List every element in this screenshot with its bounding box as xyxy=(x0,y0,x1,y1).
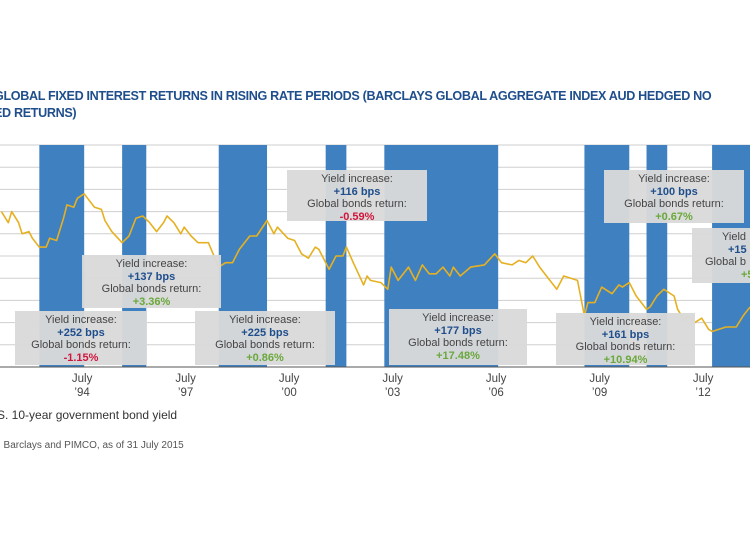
x-tick-year: ’09 xyxy=(591,387,608,399)
x-tick-month: July xyxy=(382,373,403,385)
annotation-return: -0.59% xyxy=(339,210,375,223)
annotation-box: Yield increase: +177 bps Global bonds re… xyxy=(389,309,527,365)
annotation-bps: +225 bps xyxy=(241,326,289,339)
x-tick-month: July xyxy=(589,373,610,385)
chart-title-line-2: ED RETURNS) xyxy=(0,106,77,120)
annotation-return-label: Global bonds return: xyxy=(31,339,131,352)
x-tick-year: ’12 xyxy=(695,387,711,399)
annotation-bps: +100 bps xyxy=(650,185,698,198)
annotation-label: Yield increase: xyxy=(115,258,188,270)
annotation-label: Yield increase: xyxy=(422,312,494,324)
x-tick-label: July ’06 xyxy=(466,372,526,400)
annotation-return-label: Global bonds return: xyxy=(215,339,315,352)
annotation-return-label: Global bonds return: xyxy=(307,198,407,211)
annotation-label: Yield increase: xyxy=(638,173,710,185)
annotation-return-label: Global bonds return: xyxy=(101,283,202,296)
annotation-return: +10.94% xyxy=(603,353,648,366)
x-tick-month: July xyxy=(71,373,93,385)
annotation-box: Yield increase: +116 bps Global bonds re… xyxy=(287,170,427,223)
annotation-return-label: Global bonds return: xyxy=(575,341,676,354)
annotation-box: Yield increase: +161 bps Global bonds re… xyxy=(556,313,695,366)
annotation-bps: +137 bps xyxy=(127,270,176,283)
x-tick-year: ’00 xyxy=(281,387,297,399)
annotation-return: +0.67% xyxy=(655,210,693,223)
x-tick-label: July ’03 xyxy=(363,372,423,400)
annotation-bps: +161 bps xyxy=(601,328,650,341)
x-tick-label: July ’97 xyxy=(156,372,216,400)
x-tick-month: July xyxy=(485,373,507,385)
x-tick-month: July xyxy=(692,373,714,385)
annotation-return-label: Global b xyxy=(705,256,746,269)
x-tick-label: July ’00 xyxy=(259,372,319,400)
annotation-bps: +252 bps xyxy=(57,326,105,339)
x-tick-label: July ’94 xyxy=(52,372,112,400)
x-tick-month: July xyxy=(278,373,300,385)
x-tick-label: July ’12 xyxy=(673,372,733,400)
x-tick-year: ’94 xyxy=(74,387,90,399)
annotation-label: Yield increase: xyxy=(229,314,301,326)
chart-title: GLOBAL FIXED INTEREST RETURNS IN RISING … xyxy=(0,88,750,122)
annotation-return: +5 xyxy=(741,268,750,281)
annotation-return-label: Global bonds return: xyxy=(408,337,508,350)
chart-title-line-1: GLOBAL FIXED INTEREST RETURNS IN RISING … xyxy=(0,89,712,103)
annotation-label: Yield increase: xyxy=(321,173,393,185)
annotation-box: Yield increase: +252 bps Global bonds re… xyxy=(15,311,147,365)
annotation-return: +3.36% xyxy=(132,295,171,308)
legend-label: S. 10-year government bond yield xyxy=(0,408,178,422)
x-tick-year: ’03 xyxy=(384,387,401,399)
annotation-bps: +177 bps xyxy=(434,324,482,337)
annotation-label: Yield increase: xyxy=(589,316,662,328)
annotation-label: Yield increase: xyxy=(45,314,117,326)
x-tick-month: July xyxy=(175,373,196,385)
annotation-return: +0.86% xyxy=(246,351,284,364)
annotation-box: Yield increase: +225 bps Global bonds re… xyxy=(195,311,335,365)
x-tick-year: ’06 xyxy=(488,387,504,399)
x-tick-year: ’97 xyxy=(177,387,194,399)
annotation-label: Yield xyxy=(722,231,747,243)
annotation-return: +17.48% xyxy=(436,349,480,362)
annotation-box-truncated: Yield +15 Global b +5 xyxy=(692,228,750,283)
annotation-return: -1.15% xyxy=(63,351,99,364)
annotation-bps: +15 xyxy=(728,243,747,256)
annotation-bps: +116 bps xyxy=(333,185,381,198)
source-note: : Barclays and PIMCO, as of 31 July 2015 xyxy=(0,440,184,451)
annotation-box: Yield increase: +100 bps Global bonds re… xyxy=(604,170,744,223)
x-tick-label: July ’09 xyxy=(570,372,630,400)
yield-line xyxy=(0,193,750,333)
annotation-box: Yield increase: +137 bps Global bonds re… xyxy=(82,255,221,308)
annotation-return-label: Global bonds return: xyxy=(624,198,724,211)
